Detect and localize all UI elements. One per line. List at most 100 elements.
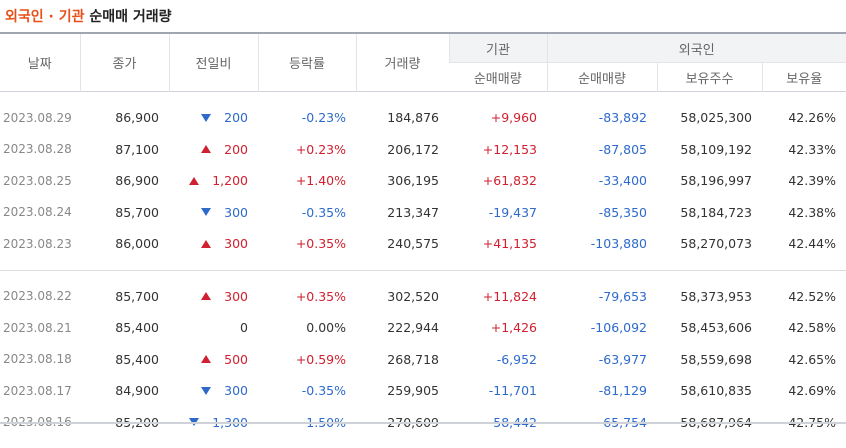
cell-foreign-ratio: 42.58% bbox=[762, 312, 846, 344]
table-bottom-border bbox=[0, 422, 846, 424]
header-foreign-holdings: 보유주수 bbox=[657, 63, 762, 92]
header-change: 전일비 bbox=[169, 33, 258, 92]
cell-foreign-ratio: 42.26% bbox=[762, 102, 846, 134]
cell-rate: -0.23% bbox=[258, 102, 356, 134]
header-inst-net: 순매매량 bbox=[449, 63, 547, 92]
cell-foreign-holdings: 58,196,997 bbox=[657, 165, 762, 197]
cell-rate: -0.35% bbox=[258, 197, 356, 229]
cell-close: 85,400 bbox=[80, 344, 169, 376]
cell-date: 2023.08.29 bbox=[0, 102, 80, 134]
section-title: 외국인 · 기관 순매매 거래량 bbox=[5, 6, 172, 26]
header-rate: 등락률 bbox=[258, 33, 356, 92]
cell-rate: +0.35% bbox=[258, 281, 356, 313]
cell-inst-net: +9,960 bbox=[449, 102, 547, 134]
cell-inst-net: +12,153 bbox=[449, 134, 547, 166]
cell-change: 1,200 bbox=[169, 165, 258, 197]
cell-date: 2023.08.28 bbox=[0, 134, 80, 166]
cell-foreign-net: -106,092 bbox=[547, 312, 657, 344]
cell-date: 2023.08.24 bbox=[0, 197, 80, 229]
change-value: 200 bbox=[224, 142, 248, 157]
cell-close: 85,700 bbox=[80, 197, 169, 229]
cell-foreign-net: -81,129 bbox=[547, 375, 657, 407]
cell-foreign-ratio: 42.65% bbox=[762, 344, 846, 376]
change-value: 500 bbox=[224, 352, 248, 367]
cell-change: 300 bbox=[169, 281, 258, 313]
cell-foreign-ratio: 42.52% bbox=[762, 281, 846, 313]
header-volume: 거래량 bbox=[356, 33, 449, 92]
triangle-up-icon bbox=[201, 240, 211, 248]
cell-foreign-net: -103,880 bbox=[547, 228, 657, 260]
cell-foreign-net: -85,350 bbox=[547, 197, 657, 229]
cell-foreign-holdings: 58,559,698 bbox=[657, 344, 762, 376]
cell-foreign-net: -63,977 bbox=[547, 344, 657, 376]
table-header: 날짜 종가 전일비 등락률 거래량 기관 외국인 순매매량 순매매량 보유주수 … bbox=[0, 33, 846, 92]
cell-volume: 259,905 bbox=[356, 375, 449, 407]
cell-foreign-ratio: 42.38% bbox=[762, 197, 846, 229]
cell-close: 86,900 bbox=[80, 102, 169, 134]
triangle-up-icon bbox=[189, 177, 199, 185]
cell-rate: +0.35% bbox=[258, 228, 356, 260]
cell-close: 84,900 bbox=[80, 375, 169, 407]
cell-change: 300 bbox=[169, 197, 258, 229]
cell-date: 2023.08.25 bbox=[0, 165, 80, 197]
cell-change: 300 bbox=[169, 228, 258, 260]
cell-foreign-ratio: 42.69% bbox=[762, 375, 846, 407]
triangle-up-icon bbox=[201, 355, 211, 363]
cell-foreign-net: -83,892 bbox=[547, 102, 657, 134]
cell-rate: -0.35% bbox=[258, 375, 356, 407]
change-value: 300 bbox=[224, 289, 248, 304]
cell-volume: 222,944 bbox=[356, 312, 449, 344]
cell-foreign-holdings: 58,610,835 bbox=[657, 375, 762, 407]
cell-date: 2023.08.18 bbox=[0, 344, 80, 376]
row-spacer bbox=[0, 92, 846, 103]
cell-inst-net: +61,832 bbox=[449, 165, 547, 197]
header-close: 종가 bbox=[80, 33, 169, 92]
triangle-up-icon bbox=[201, 145, 211, 153]
cell-close: 87,100 bbox=[80, 134, 169, 166]
row-spacer bbox=[0, 260, 846, 271]
cell-date: 2023.08.22 bbox=[0, 281, 80, 313]
cell-rate: +0.23% bbox=[258, 134, 356, 166]
cell-change: 200 bbox=[169, 134, 258, 166]
cell-close: 86,900 bbox=[80, 165, 169, 197]
row-spacer bbox=[0, 438, 846, 448]
change-value: 300 bbox=[224, 205, 248, 220]
cell-change: 200 bbox=[169, 102, 258, 134]
row-spacer bbox=[0, 270, 846, 281]
title-volume-label: 순매매 거래량 bbox=[89, 9, 171, 25]
header-foreign-ratio: 보유율 bbox=[762, 63, 846, 92]
cell-foreign-net: -79,653 bbox=[547, 281, 657, 313]
cell-foreign-ratio: 42.33% bbox=[762, 134, 846, 166]
cell-inst-net: +41,135 bbox=[449, 228, 547, 260]
cell-foreign-net: -87,805 bbox=[547, 134, 657, 166]
cell-volume: 206,172 bbox=[356, 134, 449, 166]
cell-volume: 306,195 bbox=[356, 165, 449, 197]
cell-foreign-holdings: 58,453,606 bbox=[657, 312, 762, 344]
change-value: 300 bbox=[224, 236, 248, 251]
cell-volume: 213,347 bbox=[356, 197, 449, 229]
change-value: 300 bbox=[224, 383, 248, 398]
triangle-down-icon bbox=[201, 208, 211, 216]
triangle-down-icon bbox=[201, 387, 211, 395]
cell-date: 2023.08.21 bbox=[0, 312, 80, 344]
cell-foreign-net: -33,400 bbox=[547, 165, 657, 197]
cell-close: 85,700 bbox=[80, 281, 169, 313]
cell-foreign-ratio: 42.39% bbox=[762, 165, 846, 197]
cell-inst-net: -19,437 bbox=[449, 197, 547, 229]
change-value: 0 bbox=[240, 320, 248, 335]
header-date: 날짜 bbox=[0, 33, 80, 92]
triangle-down-icon bbox=[201, 114, 211, 122]
cell-foreign-ratio: 42.44% bbox=[762, 228, 846, 260]
change-value: 1,200 bbox=[212, 173, 248, 188]
cell-close: 86,000 bbox=[80, 228, 169, 260]
cell-close: 85,400 bbox=[80, 312, 169, 344]
cell-volume: 240,575 bbox=[356, 228, 449, 260]
cell-rate: +1.40% bbox=[258, 165, 356, 197]
